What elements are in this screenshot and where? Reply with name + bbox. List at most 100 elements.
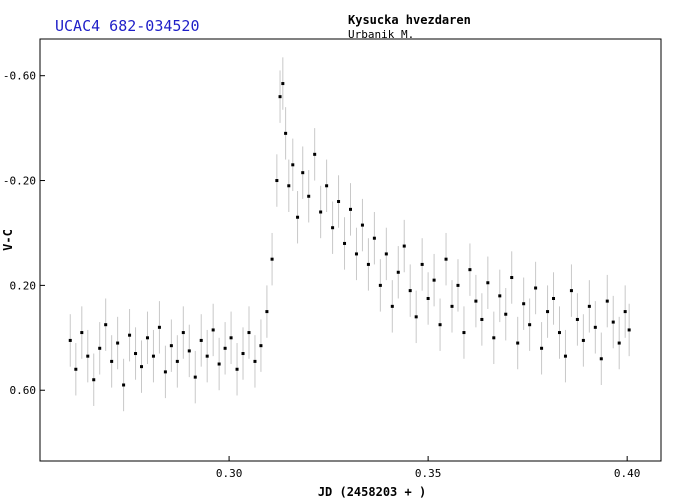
data-point bbox=[175, 359, 179, 363]
data-point bbox=[492, 336, 496, 340]
data-point bbox=[366, 262, 370, 266]
data-point bbox=[169, 344, 173, 348]
data-point bbox=[92, 378, 96, 382]
plot-frame bbox=[39, 38, 662, 462]
data-point bbox=[235, 367, 239, 371]
y-tick-label: -0.60 bbox=[3, 70, 36, 83]
data-point bbox=[163, 370, 167, 374]
data-point bbox=[205, 354, 209, 358]
data-point bbox=[432, 278, 436, 282]
data-point bbox=[211, 328, 215, 332]
data-point bbox=[331, 226, 335, 230]
data-point bbox=[253, 359, 257, 363]
data-point bbox=[145, 336, 149, 340]
x-axis-ticks: 0.30 0.35 0.40 bbox=[216, 456, 641, 480]
data-point bbox=[301, 171, 305, 175]
data-point bbox=[110, 359, 114, 363]
data-point bbox=[284, 131, 288, 135]
data-point bbox=[528, 323, 532, 327]
data-point bbox=[104, 323, 108, 327]
y-tick-label: -0.20 bbox=[3, 175, 36, 188]
data-point bbox=[587, 304, 591, 308]
x-tick-label: 0.30 bbox=[216, 467, 243, 480]
data-point bbox=[510, 276, 514, 280]
x-tick-label: 0.35 bbox=[415, 467, 442, 480]
data-point bbox=[396, 270, 400, 274]
data-point bbox=[504, 312, 508, 316]
y-tick-label: 0.60 bbox=[10, 384, 37, 397]
y-axis-ticks: -0.60 -0.20 0.20 0.60 bbox=[3, 70, 45, 397]
data-point bbox=[287, 184, 291, 188]
observatory-name: Kysucka hvezdaren bbox=[348, 13, 471, 27]
data-point bbox=[223, 346, 227, 350]
data-point bbox=[522, 302, 526, 306]
data-point bbox=[438, 323, 442, 327]
data-point bbox=[217, 362, 221, 366]
data-point bbox=[74, 367, 78, 371]
data-point bbox=[575, 317, 579, 321]
data-point bbox=[229, 336, 233, 340]
data-point bbox=[557, 331, 561, 335]
star-name-title: UCAC4 682-034520 bbox=[55, 17, 200, 35]
x-axis-label: JD (2458203 + ) bbox=[318, 485, 426, 499]
data-point bbox=[116, 341, 120, 345]
data-point bbox=[627, 328, 631, 332]
data-point bbox=[546, 310, 550, 314]
data-point bbox=[480, 317, 484, 321]
data-point bbox=[581, 338, 585, 342]
x-tick-label: 0.40 bbox=[614, 467, 641, 480]
data-point bbox=[474, 299, 478, 303]
data-point bbox=[80, 331, 84, 335]
data-point bbox=[157, 325, 161, 329]
data-point bbox=[378, 283, 382, 287]
data-point bbox=[611, 320, 615, 324]
data-point bbox=[281, 82, 285, 86]
data-point bbox=[313, 152, 317, 156]
data-point bbox=[360, 223, 364, 227]
data-point bbox=[325, 184, 329, 188]
data-point bbox=[444, 257, 448, 261]
data-point bbox=[291, 163, 295, 167]
data-point bbox=[86, 354, 90, 358]
data-point bbox=[307, 194, 311, 198]
data-point bbox=[414, 315, 418, 319]
data-point bbox=[122, 383, 126, 387]
data-point bbox=[128, 333, 132, 337]
data-point bbox=[420, 262, 424, 266]
data-point bbox=[140, 365, 144, 369]
data-point bbox=[468, 268, 472, 272]
data-point bbox=[456, 283, 460, 287]
data-point bbox=[498, 294, 502, 298]
data-point bbox=[486, 281, 490, 285]
data-point bbox=[265, 310, 269, 314]
data-point bbox=[354, 252, 358, 256]
data-point bbox=[151, 354, 155, 358]
data-points-layer bbox=[68, 82, 631, 387]
data-point bbox=[134, 352, 138, 356]
data-point bbox=[540, 346, 544, 350]
data-point bbox=[193, 375, 197, 379]
data-point bbox=[390, 304, 394, 308]
data-point bbox=[372, 236, 376, 240]
observer-name: Urbanik M. bbox=[348, 28, 415, 41]
data-point bbox=[343, 241, 347, 245]
data-point bbox=[462, 331, 466, 335]
data-point bbox=[534, 286, 538, 290]
y-tick-label: 0.20 bbox=[10, 279, 37, 292]
data-point bbox=[199, 338, 203, 342]
data-point bbox=[319, 210, 323, 214]
data-point bbox=[426, 296, 430, 300]
data-point bbox=[337, 200, 341, 204]
data-point bbox=[408, 289, 412, 293]
y-axis-label: V-C bbox=[1, 229, 15, 251]
data-point bbox=[247, 331, 251, 335]
data-point bbox=[349, 207, 352, 211]
data-point bbox=[552, 296, 556, 300]
data-point bbox=[296, 215, 300, 219]
data-point bbox=[181, 331, 185, 335]
data-point bbox=[569, 289, 573, 293]
data-point bbox=[68, 338, 72, 342]
data-point bbox=[384, 252, 388, 256]
data-point bbox=[278, 95, 282, 99]
